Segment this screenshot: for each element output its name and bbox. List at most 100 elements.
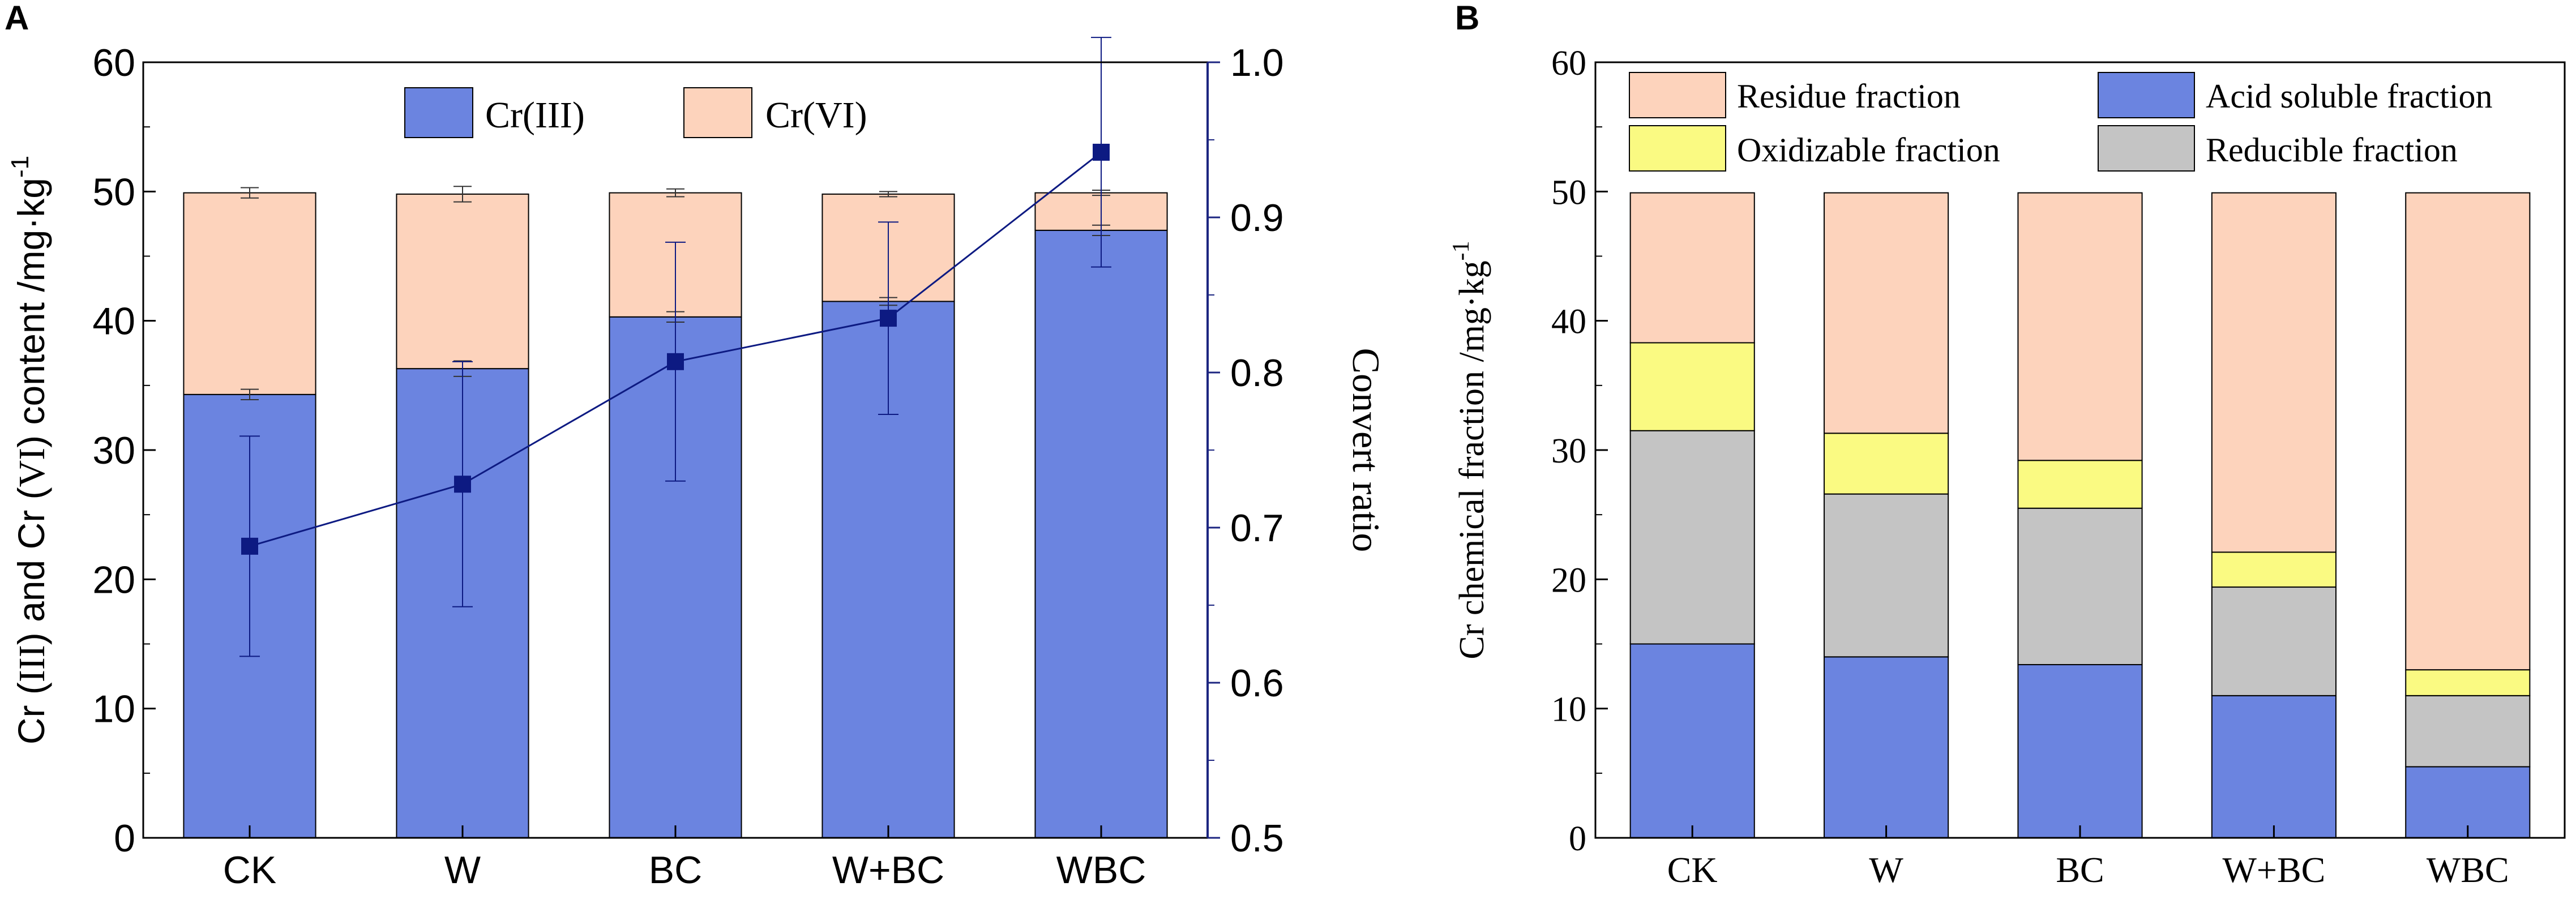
error-bar-cr-vi-ck	[241, 187, 259, 199]
panel-label-a: A	[5, 0, 29, 37]
x-tick-label-w: W	[444, 849, 481, 892]
error-bar-cr-vi-w-bc	[879, 191, 897, 198]
panel-b-bars	[1629, 192, 2531, 839]
y2-tick-label: 0.8	[1230, 352, 1284, 395]
convert-ratio-point-wbc	[1091, 37, 1111, 268]
ylabel-part-6: -1	[6, 156, 34, 178]
panel-a-convert-ratio-line	[239, 37, 1111, 657]
y-tick-label: 30	[92, 429, 135, 472]
y-tick-label: 40	[92, 300, 135, 343]
y-tick-label: 20	[92, 558, 135, 601]
legend-swatch-acid	[2098, 72, 2195, 118]
panel-a-legend: Cr(III) Cr(VI)	[404, 87, 867, 138]
y-tick-label: 40	[1551, 303, 1586, 341]
panel-a-left-axis-ticks: 0 10 20 30 40 50 60	[92, 41, 156, 860]
legend-swatch-cr3	[404, 87, 473, 138]
y-tick-label: 60	[92, 41, 135, 84]
error-bar-cr-iii-ck	[241, 388, 259, 400]
ratio-marker	[880, 310, 897, 327]
x-tick-label-w: W	[1869, 850, 1903, 890]
bar-residue-fraction-w	[1824, 192, 1949, 434]
legend-swatch-cr6	[683, 87, 752, 138]
bar-acid-soluble-fraction-w-bc	[2211, 695, 2337, 839]
y2-tick-label: 0.9	[1230, 196, 1284, 239]
legend-swatch-reducible	[2098, 125, 2195, 172]
bar-oxidizable-fraction-wbc	[2405, 669, 2531, 696]
ylabel-part-5: ) content /mg·kg	[10, 178, 52, 448]
y-tick-label: 50	[1551, 173, 1586, 212]
y-tick-label: 0	[114, 817, 135, 860]
y2-tick-label: 0.6	[1230, 662, 1284, 705]
convert-ratio-point-w	[452, 361, 473, 607]
y-tick-label: 10	[1551, 691, 1586, 729]
bar-residue-fraction-bc	[2017, 192, 2143, 461]
y2-tick-label: 0.5	[1230, 817, 1284, 860]
bar-acid-soluble-fraction-ck	[1629, 643, 1755, 838]
ylabel-part-1: Cr (	[10, 682, 52, 744]
convert-ratio-point-ck	[239, 435, 260, 657]
y-tick-label: 20	[1551, 561, 1586, 600]
legend-swatch-residue	[1629, 72, 1726, 118]
panel-b-x-axis-ticks: CK W BC W+BC WBC	[1667, 825, 2509, 890]
y-tick-label: 50	[92, 170, 135, 213]
ylabel-b-part-2: -1	[1448, 241, 1474, 260]
error-bar-cr-vi-w	[453, 186, 472, 203]
bar-oxidizable-fraction-bc	[2017, 460, 2143, 509]
convert-ratio-point-bc	[665, 241, 686, 482]
bar-cr-vi-w	[396, 193, 529, 370]
ylabel-part-2: III	[11, 645, 53, 682]
x-tick-label-w-bc: W+BC	[832, 849, 944, 892]
panel-b-legend: Residue fraction Acid soluble fraction O…	[1629, 72, 2493, 172]
bar-residue-fraction-ck	[1629, 192, 1755, 344]
convert-ratio-point-w-bc	[878, 221, 898, 415]
panel-a-y-axis-label: Cr (III) and Cr (VI) content /mg·kg-1	[6, 156, 53, 744]
legend-label-acid: Acid soluble fraction	[2206, 78, 2493, 115]
panel-b-y-axis-label: Cr chemical fraction /mg·kg-1	[1448, 241, 1491, 659]
ratio-marker	[241, 537, 258, 555]
bar-acid-soluble-fraction-w	[1824, 656, 1949, 839]
panel-a-right-axis-label: Convert ratio	[1345, 348, 1388, 553]
panel-label-b: B	[1455, 0, 1479, 37]
panel-a-right-axis-ticks: 0.5 0.6 0.7 0.8 0.9 1.0	[1208, 41, 1284, 860]
ylabel-part-4: VI	[11, 448, 53, 487]
ratio-marker	[1093, 143, 1110, 161]
x-tick-label-bc: BC	[2056, 850, 2104, 890]
bar-oxidizable-fraction-w	[1824, 433, 1949, 495]
x-tick-label-wbc: WBC	[1056, 849, 1146, 892]
bar-oxidizable-fraction-ck	[1629, 342, 1755, 431]
y-tick-label: 10	[92, 688, 135, 731]
bar-reducible-fraction-wbc	[2405, 695, 2531, 768]
bar-residue-fraction-wbc	[2405, 192, 2531, 671]
legend-label-residue: Residue fraction	[1737, 78, 1961, 115]
y2-tick-label: 1.0	[1230, 41, 1284, 84]
bar-cr-iii-wbc	[1034, 229, 1168, 838]
panel-a-x-axis-ticks: CK W BC W+BC WBC	[223, 825, 1146, 892]
x-tick-label-w-bc: W+BC	[2222, 850, 2325, 890]
ylabel-b-part-1: Cr chemical fraction /mg·kg	[1453, 260, 1491, 659]
bar-reducible-fraction-w	[1824, 493, 1949, 658]
legend-label-reducible: Reducible fraction	[2206, 131, 2458, 169]
y-tick-label: 60	[1551, 44, 1586, 83]
error-bar-cr-vi-bc	[666, 188, 684, 198]
x-tick-label-wbc: WBC	[2427, 850, 2509, 890]
bar-acid-soluble-fraction-bc	[2017, 664, 2143, 838]
x-tick-label-ck: CK	[1667, 850, 1718, 890]
bar-reducible-fraction-w-bc	[2211, 586, 2337, 696]
y-tick-label: 30	[1551, 432, 1586, 470]
x-tick-label-ck: CK	[223, 849, 276, 892]
bar-oxidizable-fraction-w-bc	[2211, 551, 2337, 588]
panel-b-y-axis-ticks: 0 10 20 30 40 50 60	[1551, 44, 1608, 858]
ratio-marker	[454, 476, 471, 493]
ylabel-part-3: ) and Cr (	[10, 487, 52, 645]
legend-label-cr3: Cr(III)	[485, 95, 585, 136]
bar-cr-vi-ck	[183, 192, 316, 395]
x-tick-label-bc: BC	[649, 849, 702, 892]
bar-reducible-fraction-bc	[2017, 507, 2143, 666]
bar-reducible-fraction-ck	[1629, 430, 1755, 645]
y-tick-label: 0	[1569, 820, 1586, 858]
bar-residue-fraction-w-bc	[2211, 192, 2337, 553]
ratio-marker	[667, 353, 684, 370]
